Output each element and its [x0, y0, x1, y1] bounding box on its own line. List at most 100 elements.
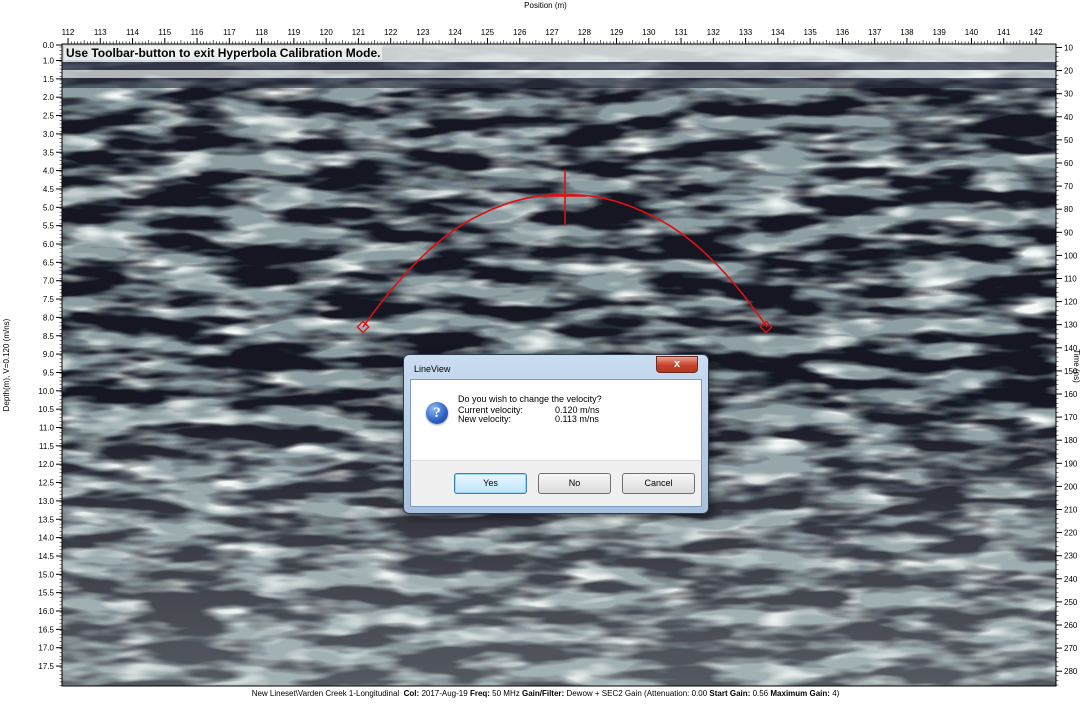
position-axis-ticks: 112 113 114 115 116 117 118 119 120 121 122 123 124 1…	[62, 28, 1043, 44]
time-tick-label: 20	[1064, 67, 1073, 76]
time-tick-label: 40	[1064, 113, 1073, 122]
status-col-label: Col:	[403, 689, 420, 698]
depth-tick-label: 5.5	[43, 222, 55, 231]
time-tick-label: 150	[1064, 367, 1078, 376]
depth-tick-label: 2.0	[43, 93, 55, 102]
time-tick-label: 10	[1064, 44, 1073, 53]
position-tick-label: 139	[933, 28, 947, 37]
depth-tick-label: 9.0	[43, 350, 55, 359]
velocity-dialog: LineView x ? Do you wish to change the v…	[403, 354, 709, 514]
time-tick-label: 250	[1064, 598, 1078, 607]
cancel-button[interactable]: Cancel	[622, 473, 695, 494]
depth-tick-label: 13.5	[38, 515, 54, 524]
status-start-value: 0.56	[752, 689, 769, 698]
calibration-mode-banner: Use Toolbar-button to exit Hyperbola Cal…	[64, 46, 383, 60]
depth-tick-label: 3.5	[43, 148, 55, 157]
position-tick-label: 127	[545, 28, 559, 37]
position-tick-label: 135	[803, 28, 817, 37]
time-tick-label: 80	[1064, 205, 1073, 214]
position-tick-label: 115	[158, 28, 171, 37]
status-freq-value: 50 MHz	[492, 689, 520, 698]
position-tick-label: 134	[771, 28, 785, 37]
depth-tick-label: 7.0	[43, 277, 55, 286]
time-tick-label: 110	[1064, 275, 1077, 284]
position-tick-label: 142	[1029, 28, 1043, 37]
depth-axis-ticks: 0.0 1.0 1.5 2.0 2.5 3.0 3.5 4.0 4.5 5.0 5.5 6.0 6.5 7…	[38, 41, 62, 686]
depth-tick-label: 8.5	[43, 332, 55, 341]
position-tick-label: 137	[868, 28, 882, 37]
time-tick-label: 30	[1064, 90, 1073, 99]
depth-tick-label: 4.5	[43, 185, 55, 194]
depth-tick-label: 8.0	[43, 313, 55, 322]
time-tick-label: 210	[1064, 506, 1078, 515]
position-tick-label: 118	[255, 28, 268, 37]
position-tick-label: 128	[578, 28, 592, 37]
position-tick-label: 136	[836, 28, 850, 37]
position-tick-label: 129	[610, 28, 624, 37]
depth-tick-label: 11.5	[39, 442, 55, 451]
depth-tick-label: 16.5	[38, 625, 54, 634]
time-tick-label: 200	[1064, 482, 1078, 491]
time-tick-label: 120	[1064, 298, 1078, 307]
status-freq-label: Freq:	[469, 689, 490, 698]
status-max-value: 4)	[832, 689, 840, 698]
depth-tick-label: 7.5	[43, 295, 55, 304]
new-velocity-label: New velocity:	[458, 414, 512, 424]
position-tick-label: 132	[707, 28, 721, 37]
position-tick-label: 116	[191, 28, 204, 37]
time-tick-label: 140	[1064, 344, 1078, 353]
position-tick-label: 122	[384, 28, 398, 37]
time-tick-label: 280	[1064, 667, 1078, 676]
depth-tick-label: 14.5	[38, 552, 54, 561]
time-tick-label: 230	[1064, 552, 1078, 561]
depth-tick-label: 17.0	[38, 644, 54, 653]
position-tick-label: 138	[900, 28, 914, 37]
depth-tick-label: 2.5	[43, 112, 55, 121]
hyperbola-left-handle	[356, 320, 370, 334]
depth-tick-label: 10.0	[38, 387, 54, 396]
status-start-label: Start Gain:	[709, 689, 751, 698]
depth-tick-label: 11.0	[39, 424, 55, 433]
position-tick-label: 112	[62, 28, 75, 37]
current-velocity-label: Current velocity:	[458, 405, 524, 415]
position-tick-label: 141	[997, 28, 1011, 37]
time-tick-label: 130	[1064, 321, 1078, 330]
time-tick-label: 180	[1064, 436, 1078, 445]
status-gain-label: Gain/Filter:	[521, 689, 565, 698]
status-path: New Lineset\Varden Creek 1-Longitudinal	[251, 689, 400, 698]
time-tick-label: 50	[1064, 136, 1073, 145]
new-velocity-value: 0.113 m/ns	[555, 414, 599, 424]
close-icon: x	[673, 358, 681, 370]
position-tick-label: 130	[642, 28, 656, 37]
position-tick-label: 120	[319, 28, 333, 37]
position-axis-title: Position (m)	[524, 1, 567, 10]
dialog-close-button[interactable]: x	[656, 356, 698, 373]
position-tick-label: 126	[513, 28, 527, 37]
dialog-body: ? Do you wish to change the velocity? Cu…	[410, 379, 702, 507]
status-max-label: Maximum Gain:	[770, 689, 830, 698]
position-tick-label: 125	[481, 28, 495, 37]
depth-tick-label: 16.0	[38, 607, 54, 616]
depth-tick-label: 14.0	[38, 534, 54, 543]
no-button[interactable]: No	[538, 473, 611, 494]
status-col-value: 2017-Aug-19	[421, 689, 468, 698]
position-tick-label: 119	[287, 28, 300, 37]
position-tick-label: 131	[674, 28, 688, 37]
depth-tick-label: 3.0	[43, 130, 55, 139]
depth-tick-label: 15.5	[38, 589, 54, 598]
depth-tick-label: 13.0	[38, 497, 54, 506]
time-tick-label: 240	[1064, 575, 1078, 584]
position-tick-label: 113	[94, 28, 107, 37]
time-tick-label: 190	[1064, 459, 1078, 468]
hyperbola-right-handle	[759, 320, 773, 334]
time-tick-label: 60	[1064, 159, 1073, 168]
current-velocity-value: 0.120 m/ns	[555, 405, 600, 415]
yes-button[interactable]: Yes	[454, 473, 527, 494]
depth-tick-label: 9.5	[43, 368, 55, 377]
position-tick-label: 121	[352, 28, 366, 37]
time-tick-label: 70	[1064, 182, 1073, 191]
depth-tick-label: 1.5	[43, 75, 55, 84]
question-icon: ?	[426, 402, 448, 424]
